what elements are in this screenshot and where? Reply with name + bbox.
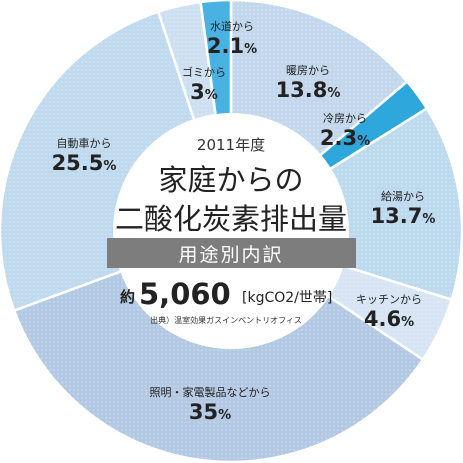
slice-label-8: 水道から bbox=[210, 19, 254, 33]
center-panel: 2011年度 家庭からの 二酸化炭素排出量 用途別内訳 約 5,060 [kgC… bbox=[107, 113, 356, 349]
slice-value-7: 3% bbox=[190, 80, 218, 104]
slice-value-8: 2.1% bbox=[207, 34, 257, 58]
slice-label-1: 暖房から bbox=[286, 64, 330, 77]
slice-value-1: 13.8% bbox=[276, 78, 341, 102]
slice-label-6: 自動車から bbox=[57, 136, 112, 150]
slice-label-4: キッチンから bbox=[356, 293, 422, 306]
slice-label-5: 照明・家電製品などから bbox=[150, 385, 271, 399]
slice-value-3: 13.7% bbox=[371, 204, 436, 228]
slice-label-7: ゴミから bbox=[182, 65, 226, 79]
slice-value-4: 4.6% bbox=[364, 307, 414, 331]
pie-slice-texture-3 bbox=[231, 108, 462, 300]
slice-value-2: 2.3% bbox=[320, 126, 370, 150]
total-unit: [kgCO2/世帯] bbox=[242, 290, 332, 306]
slice-label-2: 冷房から bbox=[323, 112, 367, 125]
source-note: 出典）温室効果ガスインベントリオフィス bbox=[150, 315, 302, 325]
slice-value-6: 25.5% bbox=[52, 151, 117, 175]
center-year: 2011年度 bbox=[197, 136, 265, 154]
subtitle-band bbox=[107, 238, 356, 268]
total-prefix: 約 bbox=[120, 288, 135, 306]
center-title-line1: 家庭からの bbox=[158, 163, 303, 197]
center-title-line2: 二酸化炭素排出量 bbox=[115, 202, 347, 236]
center-subtitle: 用途別内訳 bbox=[178, 244, 283, 266]
slice-value-5: 35% bbox=[189, 400, 231, 424]
center-disc bbox=[113, 113, 349, 349]
slice-label-3: 給湯から bbox=[381, 189, 425, 203]
total-value: 5,060 bbox=[139, 277, 231, 311]
